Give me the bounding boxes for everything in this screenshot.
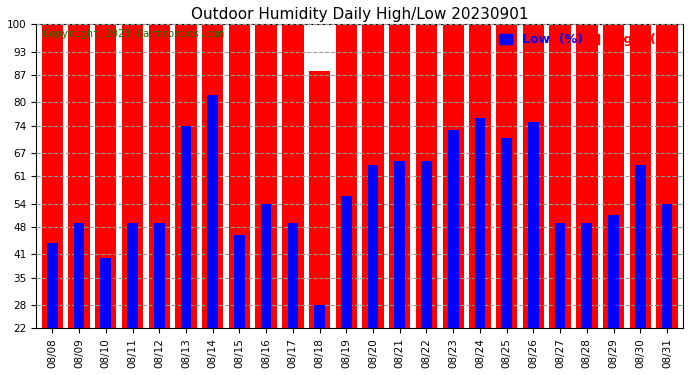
Bar [175,24,197,328]
Bar [314,305,325,328]
Bar [389,24,411,328]
Bar [288,223,298,328]
Bar [502,138,512,328]
Bar [282,24,304,328]
Bar [341,196,352,328]
Bar [656,24,678,328]
Bar [582,223,592,328]
Bar [207,94,218,328]
Bar [603,24,624,328]
Bar [469,24,491,328]
Bar [309,71,331,328]
Bar [523,24,544,328]
Bar [228,24,250,328]
Bar [154,223,165,328]
Bar [181,126,191,328]
Bar [335,24,357,328]
Bar [442,24,464,328]
Bar [448,130,459,328]
Bar [496,24,518,328]
Bar [635,165,646,328]
Bar [549,24,571,328]
Bar [234,235,245,328]
Bar [68,24,90,328]
Bar [47,243,58,328]
Bar [101,258,111,328]
Legend: Low  (%), High  (%): Low (%), High (%) [497,31,677,49]
Bar [555,223,566,328]
Bar [95,24,117,328]
Bar [362,24,384,328]
Bar [416,24,437,328]
Bar [41,24,63,328]
Bar [576,24,598,328]
Bar [74,223,84,328]
Bar [261,204,271,328]
Bar [608,216,619,328]
Bar [629,24,651,328]
Bar [255,24,277,328]
Bar [475,118,485,328]
Bar [528,122,539,328]
Bar [122,24,144,328]
Title: Outdoor Humidity Daily High/Low 20230901: Outdoor Humidity Daily High/Low 20230901 [191,7,529,22]
Bar [662,204,672,328]
Bar [368,165,378,328]
Bar [421,161,432,328]
Bar [148,24,170,328]
Bar [202,24,224,328]
Bar [395,161,405,328]
Text: Copyright 2023 Cartronics.com: Copyright 2023 Cartronics.com [43,29,224,39]
Bar [127,223,138,328]
